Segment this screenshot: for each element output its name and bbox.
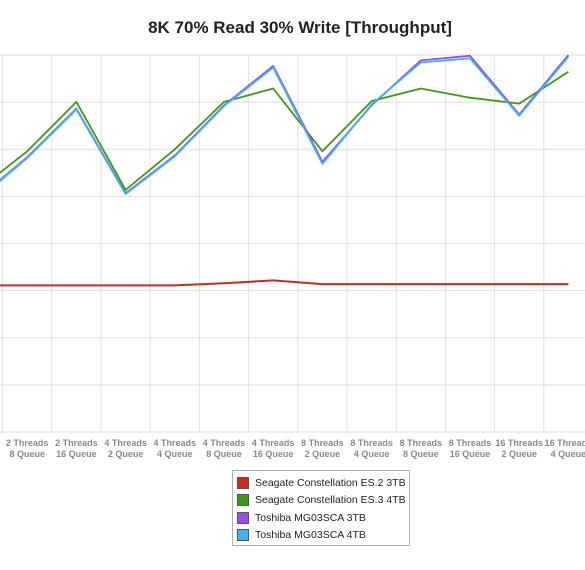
legend-swatch bbox=[237, 476, 249, 489]
series-lines bbox=[0, 54, 570, 287]
x-tick-label: 8 Threads 2 Queue bbox=[301, 438, 344, 459]
x-tick-label: 4 Threads 2 Queue bbox=[104, 438, 147, 459]
grid bbox=[0, 54, 585, 433]
x-tick-label: 8 Threads 8 Queue bbox=[400, 438, 443, 459]
legend-label: Seagate Constellation ES.3 4TB bbox=[255, 494, 406, 507]
series-line bbox=[0, 71, 569, 191]
legend-item: Toshiba MG03SCA 4TB bbox=[237, 527, 405, 545]
legend: Seagate Constellation ES.2 3TB Seagate C… bbox=[232, 470, 410, 546]
x-tick-label: 2 Threads 8 Queue bbox=[6, 438, 49, 459]
series-line bbox=[0, 54, 570, 195]
legend-swatch bbox=[237, 494, 249, 507]
x-tick-label: 4 Threads 4 Queue bbox=[154, 438, 197, 459]
series-line bbox=[0, 279, 569, 287]
legend-swatch bbox=[237, 511, 249, 524]
x-tick-label: 4 Threads 8 Queue bbox=[203, 438, 246, 459]
legend-label: Toshiba MG03SCA 4TB bbox=[255, 529, 366, 542]
x-tick-label: 8 Threads 4 Queue bbox=[350, 438, 393, 459]
x-tick-label: 16 Threads 2 Queue bbox=[495, 438, 543, 459]
legend-swatch bbox=[237, 529, 249, 542]
series-line bbox=[0, 56, 570, 196]
x-tick-label: 2 Threads 16 Queue bbox=[55, 438, 98, 459]
chart-title: 8K 70% Read 30% Write [Throughput] bbox=[148, 18, 452, 37]
x-tick-label: 4 Threads 16 Queue bbox=[252, 438, 295, 459]
legend-item: Seagate Constellation ES.3 4TB bbox=[237, 492, 406, 510]
legend-item: Seagate Constellation ES.2 3TB bbox=[237, 474, 406, 492]
legend-label: Seagate Constellation ES.2 3TB bbox=[255, 476, 406, 489]
x-tick-label: 8 Threads 16 Queue bbox=[449, 438, 492, 459]
legend-item: Toshiba MG03SCA 3TB bbox=[237, 509, 405, 527]
legend-label: Toshiba MG03SCA 3TB bbox=[255, 511, 366, 524]
